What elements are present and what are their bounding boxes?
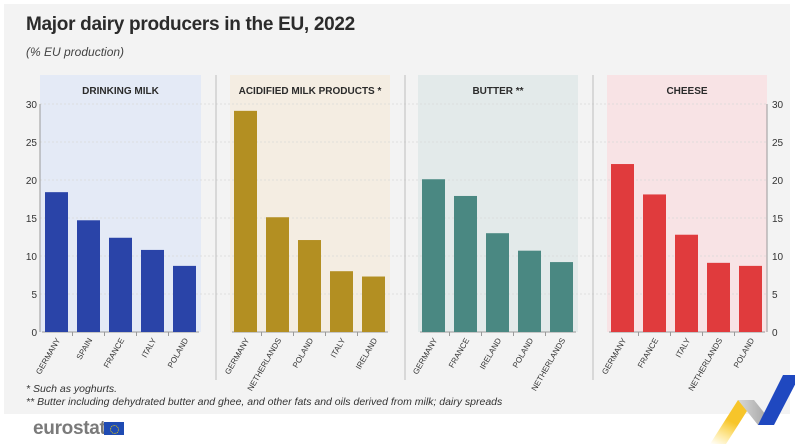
y-tick-label-right: 15 <box>772 214 784 225</box>
bar <box>675 234 698 332</box>
bar <box>611 164 634 332</box>
footnote-1: * Such as yoghurts. <box>26 383 118 395</box>
panel-title: DRINKING MILK <box>82 86 159 97</box>
eu-flag-icon <box>104 422 124 435</box>
y-tick-label-left: 30 <box>26 100 38 111</box>
x-tick-label: FRANCE <box>102 337 126 370</box>
y-tick-label-right: 20 <box>772 176 784 187</box>
x-tick-label: NETHERLANDS <box>246 337 284 393</box>
x-tick-label: FRANCE <box>636 337 660 370</box>
y-tick-label-right: 10 <box>772 252 784 263</box>
bar <box>298 240 321 332</box>
x-tick-label: ITALY <box>674 336 693 359</box>
chart-title: Major dairy producers in the EU, 2022 <box>26 14 355 35</box>
x-tick-label: ITALY <box>140 336 159 359</box>
bar <box>141 249 164 332</box>
bar <box>77 220 100 332</box>
bar <box>454 195 477 332</box>
decorative-ribbon-icon <box>710 375 795 444</box>
bar <box>550 262 573 332</box>
y-tick-label-left: 25 <box>26 138 38 149</box>
bar <box>234 110 257 332</box>
x-tick-label: POLAND <box>511 336 535 369</box>
x-tick-label: GERMANY <box>600 336 628 376</box>
bar <box>362 276 385 332</box>
panel-title: CHEESE <box>666 86 707 97</box>
y-tick-label-left: 5 <box>31 290 37 301</box>
bar <box>45 192 68 332</box>
y-tick-label-left: 20 <box>26 176 38 187</box>
bar <box>707 262 730 332</box>
y-tick-label-right: 0 <box>772 328 778 339</box>
x-tick-label: SPAIN <box>75 336 95 361</box>
bar <box>518 250 541 332</box>
x-tick-label: GERMANY <box>411 336 439 376</box>
bar <box>486 233 509 332</box>
bar <box>173 265 196 332</box>
bar <box>422 179 445 332</box>
bar <box>643 194 666 332</box>
y-tick-label-left: 10 <box>26 252 38 263</box>
bar <box>739 265 762 332</box>
x-tick-label: IRELAND <box>354 336 379 371</box>
bar <box>266 217 289 332</box>
x-tick-label: POLAND <box>166 336 190 369</box>
x-tick-label: IRELAND <box>478 336 503 371</box>
x-tick-label: FRANCE <box>447 337 471 370</box>
y-tick-label-right: 25 <box>772 138 784 149</box>
x-tick-label: GERMANY <box>223 336 251 376</box>
bar <box>109 237 132 332</box>
x-tick-label: POLAND <box>291 336 315 369</box>
y-tick-label-right: 5 <box>772 290 778 301</box>
chart-subtitle: (% EU production) <box>26 45 125 59</box>
bar <box>330 271 353 332</box>
x-tick-label: NETHERLANDS <box>530 337 568 393</box>
x-tick-label: ITALY <box>329 336 348 359</box>
y-tick-label-left: 15 <box>26 214 38 225</box>
panel-title: BUTTER ** <box>472 86 523 97</box>
footnote-2: ** Butter including dehydrated butter an… <box>26 396 503 408</box>
y-tick-label-right: 30 <box>772 100 784 111</box>
x-tick-label: GERMANY <box>34 336 62 376</box>
panel-title: ACIDIFIED MILK PRODUCTS * <box>239 86 382 97</box>
eurostat-logo: eurostat <box>33 418 106 439</box>
y-tick-label-left: 0 <box>31 328 37 339</box>
